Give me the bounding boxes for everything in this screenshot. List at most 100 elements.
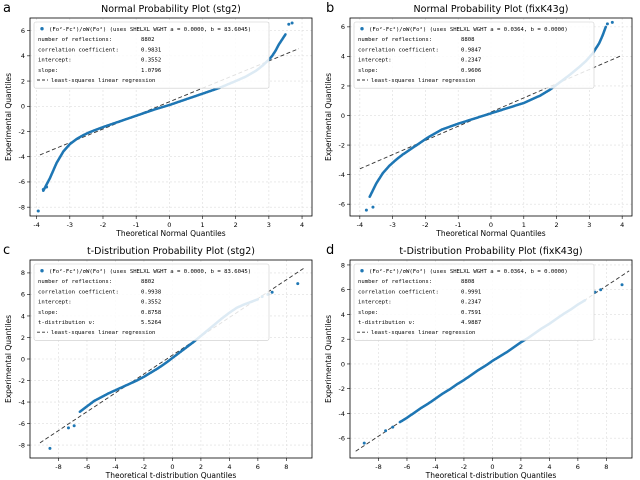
- y-tick-label: 4: [341, 53, 345, 61]
- y-tick-label: 8: [341, 261, 345, 269]
- x-tick-label: 3: [267, 221, 271, 229]
- y-tick-label: -6: [339, 435, 345, 443]
- x-tick-label: -8: [375, 463, 381, 471]
- data-point-outlier: [72, 424, 76, 428]
- y-tick-label: 2: [341, 336, 345, 344]
- y-tick-label: 6: [341, 286, 345, 294]
- x-tick-label: 2: [234, 221, 238, 229]
- y-tick-label: -8: [19, 203, 25, 211]
- legend-stat-name: intercept:: [38, 58, 72, 64]
- legend-marker: [360, 27, 364, 31]
- legend-series-label: (Fo²-Fc²)/σW(Fo²) (uses SHELXL WGHT a = …: [369, 26, 568, 33]
- legend-stat-value: 4.9887: [461, 320, 481, 326]
- legend-stat-value: 0.2347: [461, 300, 481, 306]
- y-tick-label: -2: [19, 377, 25, 385]
- y-tick-label: 0: [21, 103, 25, 111]
- legend-marker: [40, 27, 44, 31]
- y-tick-label: -4: [19, 398, 25, 406]
- x-tick-label: -1: [133, 221, 139, 229]
- x-tick-label: 2: [199, 463, 203, 471]
- data-point-outlier: [610, 20, 614, 24]
- panel-label: b: [326, 1, 334, 16]
- plot-frame: [349, 259, 633, 459]
- y-tick-label: -8: [19, 441, 25, 449]
- data-point-outlier: [287, 22, 291, 26]
- x-tick-label: 0: [489, 221, 493, 229]
- data-point-outlier: [364, 208, 368, 212]
- y-tick-label: 2: [21, 77, 25, 85]
- x-tick-label: 4: [547, 463, 551, 471]
- legend: (Fo²-Fc²)/σW(Fo²) (uses SHELXL WGHT a = …: [353, 21, 595, 89]
- x-tick-label: -2: [141, 463, 147, 471]
- legend-stat-name: intercept:: [358, 300, 392, 306]
- x-tick-label: -3: [389, 221, 395, 229]
- legend-stat-value: 0.2347: [461, 58, 481, 64]
- y-tick-label: -4: [339, 171, 345, 179]
- data-point-outlier: [45, 185, 49, 189]
- data-point-outlier: [391, 425, 395, 429]
- y-tick-label: 6: [21, 291, 25, 299]
- legend-fit-label: least-squares linear regression: [51, 78, 155, 84]
- legend-stat-name: t-distribution ν:: [358, 320, 415, 326]
- data-point-outlier: [362, 441, 366, 445]
- y-tick-label: 2: [341, 82, 345, 90]
- chart-title: Normal Probability Plot (stg2): [101, 4, 241, 15]
- x-tick-label: 0: [167, 221, 171, 229]
- plot-frame: [29, 259, 313, 459]
- legend-stat-name: slope:: [358, 310, 378, 316]
- x-tick-label: -6: [84, 463, 90, 471]
- chart-title: t-Distribution Probability Plot (stg2): [87, 246, 255, 257]
- x-axis-label: Theoretical t-distribution Quantiles: [105, 471, 237, 480]
- legend-fit-label: least-squares linear regression: [371, 78, 475, 84]
- legend-stat-name: number of reflections:: [358, 37, 432, 43]
- y-axis-label: Experimental Quantiles: [4, 73, 13, 161]
- data-point-outlier: [599, 288, 603, 292]
- legend-marker: [40, 269, 44, 273]
- y-tick-label: 0: [21, 355, 25, 363]
- y-tick-label: 0: [341, 360, 345, 368]
- chart-panel-a: a Normal Probability Plot (stg2) -4 -3 -2 -1 0…: [3, 1, 313, 238]
- data-point-outlier: [384, 429, 388, 433]
- legend: (Fo²-Fc²)/σW(Fo²) (uses SHELXL WGHT a = …: [353, 263, 595, 341]
- x-tick-label: 6: [256, 463, 260, 471]
- legend-series-label: (Fo²-Fc²)/σW(Fo²) (uses SHELXL WGHT a = …: [49, 26, 251, 33]
- legend-series-label: (Fo²-Fc²)/σW(Fo²) (uses SHELXL WGHT a = …: [49, 268, 251, 275]
- x-tick-label: -4: [357, 221, 363, 229]
- y-tick-label: -2: [339, 385, 345, 393]
- x-tick-label: -4: [432, 463, 438, 471]
- panel-label: d: [326, 243, 334, 258]
- x-tick-label: -1: [455, 221, 461, 229]
- chart-title: t-Distribution Probability Plot (fixK43g…: [399, 246, 582, 257]
- panel-label: c: [3, 243, 10, 258]
- y-tick-label: 6: [21, 27, 25, 35]
- chart-panel-b: b Normal Probability Plot (fixK43g) -4 -3 -2…: [324, 1, 633, 238]
- data-point-outlier: [605, 22, 609, 26]
- x-tick-label: -2: [461, 463, 467, 471]
- legend-box: [353, 21, 595, 89]
- regression-line: [359, 54, 623, 170]
- panel-label: a: [3, 1, 11, 16]
- legend-stat-name: correlation coefficient:: [38, 47, 119, 53]
- data-point-outlier: [48, 446, 52, 450]
- data-point-outlier: [36, 209, 40, 213]
- x-tick-label: -4: [112, 463, 118, 471]
- legend-stat-value: 0.9938: [141, 289, 162, 295]
- x-tick-label: 0: [170, 463, 174, 471]
- regression-line: [39, 48, 299, 156]
- legend: (Fo²-Fc²)/σW(Fo²) (uses SHELXL WGHT a = …: [33, 21, 270, 89]
- x-tick-label: 4: [620, 221, 624, 229]
- chart-panel-c: c t-Distribution Probability Plot (stg2) -…: [3, 243, 313, 480]
- legend-fit-label: least-squares linear regression: [371, 330, 475, 336]
- y-tick-label: 6: [341, 23, 345, 31]
- legend-stat-value: 0.7591: [461, 310, 481, 316]
- y-tick-label: -4: [19, 153, 25, 161]
- y-tick-label: 0: [341, 112, 345, 120]
- x-tick-label: -6: [404, 463, 410, 471]
- legend-stat-value: 0.3552: [141, 58, 161, 64]
- legend-series-label: (Fo²-Fc²)/σW(Fo²) (uses SHELXL WGHT a = …: [369, 268, 568, 275]
- y-tick-label: 4: [341, 311, 345, 319]
- legend-stat-value: 8802: [141, 279, 154, 285]
- x-tick-label: -2: [100, 221, 106, 229]
- data-point: [284, 33, 287, 36]
